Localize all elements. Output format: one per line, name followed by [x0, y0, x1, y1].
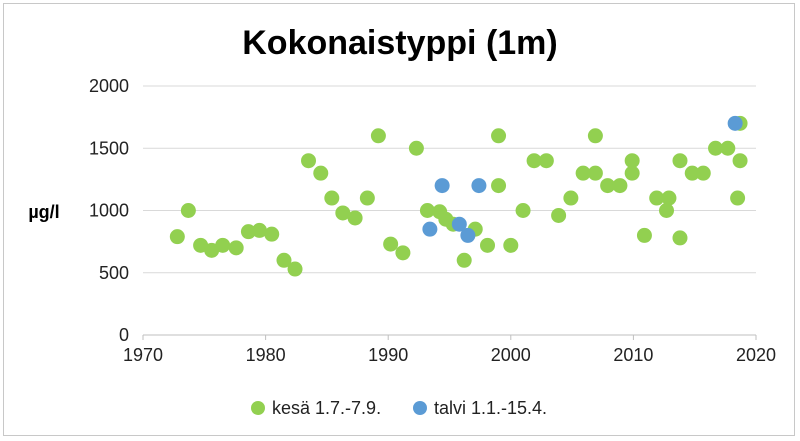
legend-label-kesa: kesä 1.7.-7.9.: [272, 398, 381, 418]
data-point: [659, 203, 675, 218]
data-point: [264, 226, 280, 242]
legend-marker-kesa: [251, 401, 265, 415]
data-point: [251, 222, 267, 238]
data-point: [732, 153, 748, 169]
data-point: [515, 203, 531, 218]
data-point: [359, 190, 375, 206]
x-tick-label: 1970: [123, 345, 163, 365]
data-point: [228, 240, 244, 256]
data-point: [672, 230, 688, 246]
data-point: [451, 216, 467, 232]
data-point: [526, 153, 542, 169]
legend: kesä 1.7.-7.9. talvi 1.1.-15.4.: [251, 398, 547, 418]
y-tick-label: 1000: [89, 201, 129, 221]
data-point: [480, 237, 496, 253]
data-point: [313, 165, 329, 181]
data-point: [422, 221, 438, 237]
data-point: [287, 261, 303, 277]
axes: [142, 334, 757, 340]
data-point: [551, 207, 567, 223]
data-point: [684, 165, 700, 181]
data-point: [695, 165, 711, 181]
data-point: [491, 178, 507, 194]
data-point: [563, 190, 579, 206]
data-point: [408, 140, 424, 156]
x-tick-label: 1990: [368, 345, 408, 365]
data-point: [347, 210, 363, 226]
y-tick-labels: 0 500 1000 1500 2000: [89, 76, 129, 345]
data-point: [471, 178, 487, 194]
data-point: [649, 190, 665, 206]
data-point: [169, 229, 185, 245]
x-tick-label: 2020: [736, 345, 776, 365]
x-tick-labels: 1970 1980 1990 2000 2010 2020: [123, 345, 776, 365]
data-point: [672, 153, 688, 169]
data-point: [624, 153, 640, 169]
data-point: [612, 178, 628, 194]
data-point: [180, 203, 196, 218]
x-tick-label: 1980: [246, 345, 286, 365]
data-point: [600, 178, 616, 194]
data-point: [395, 245, 411, 261]
data-point: [661, 190, 677, 206]
chart-frame: Kokonaistyppi (1m) 0 500 1000 1500 2000 1970…: [3, 3, 795, 436]
data-point: [335, 205, 351, 221]
data-point: [636, 227, 652, 243]
data-point: [276, 252, 292, 268]
data-point: [215, 237, 231, 253]
data-point: [456, 252, 472, 268]
y-tick-label: 1500: [89, 138, 129, 158]
data-point: [503, 237, 519, 253]
data-point: [324, 190, 340, 206]
data-point: [301, 153, 317, 169]
scatter-chart: Kokonaistyppi (1m) 0 500 1000 1500 2000 1970…: [28, 24, 776, 418]
series-kesa: [169, 115, 748, 277]
data-point: [240, 224, 256, 240]
data-point: [460, 227, 476, 243]
data-point: [587, 165, 603, 181]
data-point: [720, 140, 736, 156]
data-point: [383, 236, 399, 252]
series-talvi: [422, 115, 743, 243]
y-tick-label: 2000: [89, 76, 129, 96]
y-axis-label: µg/l: [28, 202, 59, 222]
data-point: [708, 140, 724, 156]
data-point: [370, 128, 386, 144]
y-tick-label: 0: [119, 325, 129, 345]
legend-marker-talvi: [413, 401, 427, 415]
data-point: [727, 115, 743, 131]
data-point: [575, 165, 591, 181]
data-point: [491, 128, 507, 144]
gridlines: [143, 85, 756, 274]
x-tick-label: 2010: [613, 345, 653, 365]
data-point: [538, 153, 554, 169]
data-point: [434, 178, 450, 194]
data-point: [419, 203, 435, 218]
x-tick-label: 2000: [491, 345, 531, 365]
chart-title: Kokonaistyppi (1m): [242, 24, 557, 62]
data-point: [730, 190, 746, 206]
data-point: [624, 165, 640, 181]
legend-label-talvi: talvi 1.1.-15.4.: [434, 398, 547, 418]
data-point: [587, 128, 603, 144]
y-tick-label: 500: [99, 263, 129, 283]
data-points: [169, 115, 748, 277]
